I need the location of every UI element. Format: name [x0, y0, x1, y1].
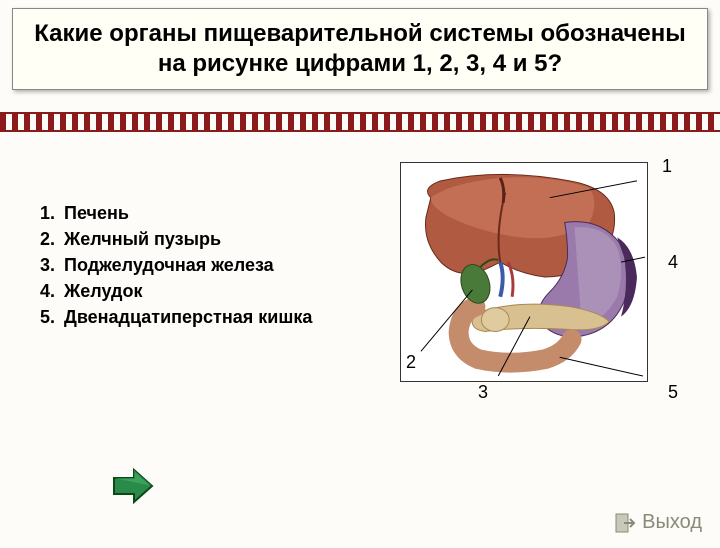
decorative-stripe [0, 112, 720, 132]
exit-label: Выход [642, 511, 702, 534]
item-number: 4. [40, 278, 64, 304]
anatomy-svg [401, 163, 647, 381]
callout-2: 2 [406, 352, 416, 373]
callout-1: 1 [662, 156, 672, 177]
item-label: Желудок [64, 278, 142, 304]
item-label: Двенадцатиперстная кишка [64, 304, 312, 330]
callout-4: 4 [668, 252, 678, 273]
callout-5: 5 [668, 382, 678, 403]
item-number: 1. [40, 200, 64, 226]
item-label: Печень [64, 200, 129, 226]
title-box: Какие органы пищеварительной системы обо… [12, 8, 708, 90]
item-label: Желчный пузырь [64, 226, 221, 252]
answer-list: 1. Печень 2. Желчный пузырь 3. Поджелудо… [40, 200, 312, 330]
list-item: 4. Желудок [40, 278, 312, 304]
exit-button[interactable]: Выход [614, 511, 702, 534]
list-item: 5. Двенадцатиперстная кишка [40, 304, 312, 330]
content-area: 1. Печень 2. Желчный пузырь 3. Поджелудо… [0, 132, 720, 192]
list-item: 3. Поджелудочная железа [40, 252, 312, 278]
exit-icon [614, 512, 636, 534]
list-item: 2. Желчный пузырь [40, 226, 312, 252]
item-label: Поджелудочная железа [64, 252, 274, 278]
item-number: 3. [40, 252, 64, 278]
organ-diagram [400, 162, 648, 382]
next-arrow-button[interactable] [110, 466, 156, 506]
item-number: 2. [40, 226, 64, 252]
page-title: Какие органы пищеварительной системы обо… [27, 19, 693, 79]
arrow-right-icon [110, 466, 156, 506]
list-item: 1. Печень [40, 200, 312, 226]
item-number: 5. [40, 304, 64, 330]
callout-3: 3 [478, 382, 488, 403]
